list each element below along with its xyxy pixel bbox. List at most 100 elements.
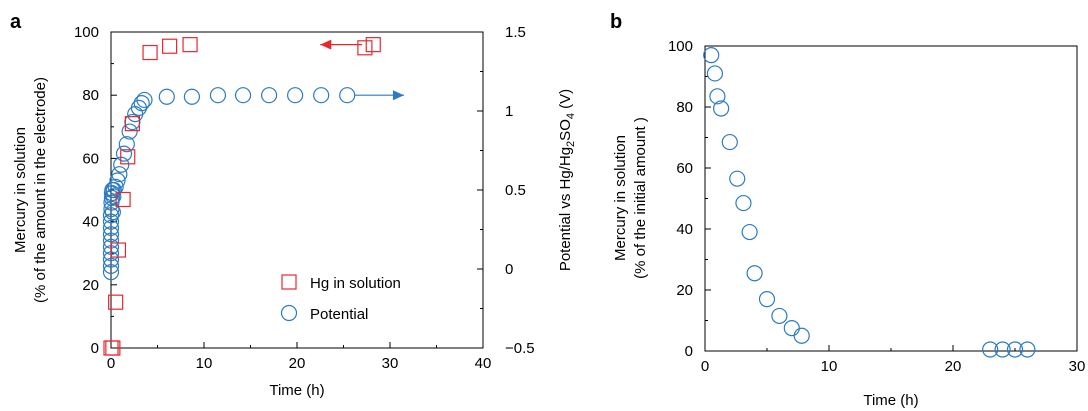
mercury-point xyxy=(703,47,720,64)
legend-circle-marker xyxy=(280,304,298,322)
y2label-part-1: Potential vs Hg/Hg xyxy=(557,147,574,271)
chart-a-frame xyxy=(110,31,484,349)
chart-a-xtick-label: 20 xyxy=(289,355,306,372)
chart-a-y2tick-label: −0.5 xyxy=(505,340,535,357)
chart-b-xtick-label: 20 xyxy=(945,358,962,375)
panel-a-letter: a xyxy=(10,11,22,33)
potential-point xyxy=(102,257,120,274)
chart-a-ytick-label: 20 xyxy=(82,277,99,294)
potential-point xyxy=(102,226,120,243)
y2label-sub-1: 2 xyxy=(565,141,577,147)
potential-point xyxy=(133,94,150,112)
hg-point xyxy=(161,38,178,54)
chart-b-xtick-label: 0 xyxy=(701,358,709,375)
potential-point xyxy=(183,88,201,105)
hg-point xyxy=(365,37,381,53)
potential-point xyxy=(209,87,227,104)
mercury-point xyxy=(721,133,738,151)
mercury-point xyxy=(758,291,776,308)
potential-point xyxy=(105,181,122,199)
y2label-sub-2: 4 xyxy=(565,113,577,119)
potential-point xyxy=(109,172,126,189)
chart-b-xtick-label: 30 xyxy=(1069,358,1086,375)
potential-point xyxy=(136,91,153,109)
hg-point xyxy=(110,242,127,258)
potential-point xyxy=(104,204,121,221)
chart-a-xtick-label: 10 xyxy=(196,355,213,372)
chart-a-y2tick-label: 0.5 xyxy=(505,182,526,199)
chart-a-xtick-label: 30 xyxy=(382,355,399,372)
potential-point xyxy=(105,188,122,205)
chart-a-ylabel-line2: (% of the amount in the electrode) xyxy=(32,77,49,303)
potential-point xyxy=(234,87,252,104)
mercury-point xyxy=(706,65,724,82)
chart-a-legend: Hg in solution Potential xyxy=(280,274,401,323)
chart-a-xtick-label: 40 xyxy=(475,355,492,372)
potential-point xyxy=(102,219,120,237)
chart-a-ylabel-line1: Mercury in solution xyxy=(12,127,29,253)
mercury-point xyxy=(982,341,999,358)
mercury-point xyxy=(994,341,1011,358)
potential-point xyxy=(118,136,135,153)
potential-point xyxy=(158,88,175,105)
chart-a: 0 10 20 30 40 0 20 40 60 80 100 −0.5 0 0.5 1 1.5 Time… xyxy=(12,24,577,399)
chart-a-y2tick-label: 1.5 xyxy=(505,24,526,41)
chart-a-ytick-label: 40 xyxy=(82,214,99,231)
mercury-point xyxy=(1019,341,1036,358)
chart-b-ylabel-line1: Mercury in solution xyxy=(612,135,629,261)
mercury-point xyxy=(783,320,800,337)
chart-a-y2tick-label: 1 xyxy=(505,103,513,120)
potential-point xyxy=(130,99,147,116)
chart-b: 0 10 20 30 0 20 40 60 80 100 Time (h) Mercury in… xyxy=(612,38,1085,409)
chart-b-ytick-label: 100 xyxy=(668,38,693,55)
chart-a-ytick-label: 0 xyxy=(91,340,99,357)
potential-point xyxy=(102,213,120,230)
hg-point xyxy=(120,149,136,165)
chart-b-ylabel-line2: (% of the initial amount ) xyxy=(632,117,649,279)
panel-b-letter: b xyxy=(610,11,622,33)
chart-b-ytick-label: 20 xyxy=(676,282,693,299)
hg-point xyxy=(182,37,198,53)
potential-point xyxy=(115,145,133,162)
hg-point xyxy=(108,294,124,310)
potential-point xyxy=(287,87,304,104)
chart-a-xlabel: Time (h) xyxy=(269,382,324,399)
mercury-point xyxy=(1006,341,1024,358)
mercury-point xyxy=(713,100,730,117)
chart-a-ytick-label: 100 xyxy=(74,24,99,41)
annotation-arrow-head xyxy=(392,90,404,101)
legend-square-marker xyxy=(281,274,297,290)
y2label-part-2: SO xyxy=(557,119,574,141)
legend-label-hg: Hg in solution xyxy=(310,275,401,292)
chart-a-ytick-label: 60 xyxy=(82,150,99,167)
chart-b-ytick-label: 40 xyxy=(676,221,693,238)
potential-point xyxy=(339,87,356,104)
chart-b-xlabel: Time (h) xyxy=(863,392,918,409)
chart-b-ytick-label: 60 xyxy=(676,160,693,177)
chart-a-xtick-label: 0 xyxy=(107,355,115,372)
mercury-point xyxy=(746,265,763,282)
chart-a-ytick-label: 80 xyxy=(82,87,99,104)
legend-label-potential: Potential xyxy=(310,306,368,323)
chart-a-y2tick-label: 0 xyxy=(505,261,513,278)
hg-point xyxy=(105,340,121,356)
chart-b-frame xyxy=(704,45,1078,352)
potential-point xyxy=(121,123,138,140)
y2label-part-3: (V) xyxy=(557,89,574,113)
potential-point xyxy=(102,207,120,224)
mercury-point xyxy=(741,223,758,241)
chart-b-ytick-label: 80 xyxy=(676,99,693,116)
potential-point xyxy=(103,189,121,206)
potential-point xyxy=(103,200,120,218)
chart-a-y2label: Potential vs Hg/Hg2SO4 (V) xyxy=(557,89,577,271)
mercury-point xyxy=(729,170,746,187)
annotation-arrow-head xyxy=(320,39,332,50)
hg-point xyxy=(115,191,131,208)
hg-point xyxy=(357,40,373,56)
mercury-point xyxy=(735,194,752,212)
potential-point xyxy=(313,87,330,104)
mercury-point xyxy=(709,88,726,105)
hg-point xyxy=(142,44,158,61)
potential-point xyxy=(103,194,120,211)
